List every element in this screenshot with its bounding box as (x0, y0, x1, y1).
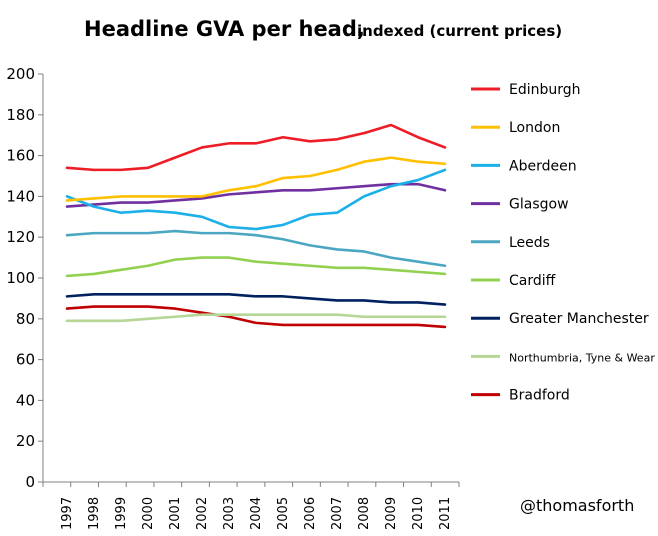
y-tick-label: 100 (6, 269, 35, 287)
y-tick-label: 80 (16, 310, 35, 328)
axes: 0 20 40 60 80 100 120 140 160 180 200 1997 1998 1999 2… (6, 65, 460, 530)
y-tick-label: 140 (6, 187, 35, 205)
x-tick-label: 2001 (168, 497, 183, 530)
series-line-london (65, 156, 447, 202)
x-tick-label: 2008 (357, 497, 372, 530)
y-tick-label: 60 (16, 351, 35, 369)
y-tick-label: 0 (25, 473, 35, 491)
series-line-greater-manchester (65, 293, 447, 306)
chart-subtitle: indexed (current prices) (357, 22, 562, 40)
legend-label: Greater Manchester (509, 311, 649, 327)
y-tick-label: 120 (6, 228, 35, 246)
legend-label: Glasgow (509, 197, 569, 213)
series-line-edinburgh (65, 123, 447, 172)
x-tick-label: 2011 (438, 497, 453, 530)
x-tick-label: 2007 (330, 497, 345, 530)
legend-label: Cardiff (509, 273, 556, 289)
y-tick-label: 180 (6, 106, 35, 124)
chart-title: Headline GVA per head, (84, 17, 365, 41)
legend-label: Northumbria, Tyne & Wear (509, 351, 655, 364)
x-tick-label: 1998 (87, 497, 102, 530)
series-line-northumbria-tyne-wear (65, 313, 447, 323)
y-tick-label: 160 (6, 147, 35, 165)
series-line-bradford (65, 305, 447, 329)
x-tick-label: 2009 (384, 497, 399, 530)
y-tick-label: 40 (16, 391, 35, 409)
series-line-glasgow (65, 182, 447, 208)
x-tick-label: 2010 (411, 497, 426, 530)
x-tick-label: 1999 (114, 497, 129, 530)
legend-label: Leeds (509, 235, 550, 251)
legend-label: London (509, 120, 560, 136)
legend-label: Bradford (509, 388, 570, 404)
y-tick-label: 200 (6, 65, 35, 83)
y-tick-label: 20 (16, 432, 35, 450)
legend: Edinburgh London Aberdeen Glasgow Leeds Cardi… (471, 82, 655, 404)
series-lines (65, 123, 447, 329)
legend-label: Aberdeen (509, 158, 577, 174)
credit-text: @thomasforth (520, 496, 634, 515)
x-tick-label: 2000 (141, 497, 156, 530)
series-line-leeds (65, 229, 447, 268)
x-tick-label: 2003 (222, 497, 237, 530)
legend-label: Edinburgh (509, 82, 581, 98)
x-tick-label: 2006 (303, 497, 318, 530)
x-tick-label: 2005 (276, 497, 291, 530)
series-line-aberdeen (65, 168, 447, 231)
x-tick-label: 2002 (195, 497, 210, 530)
x-tick-label: 1997 (60, 497, 75, 530)
series-line-cardiff (65, 256, 447, 278)
x-tick-label: 2004 (249, 497, 264, 530)
